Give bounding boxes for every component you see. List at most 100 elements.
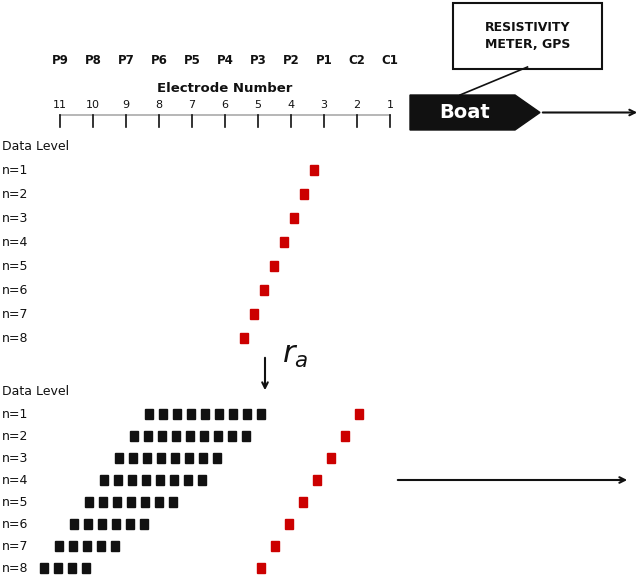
Bar bbox=[40, 563, 48, 573]
Text: n=7: n=7 bbox=[2, 307, 29, 321]
Text: 4: 4 bbox=[287, 100, 294, 110]
Bar bbox=[140, 519, 148, 529]
Bar bbox=[68, 563, 76, 573]
Bar bbox=[184, 475, 192, 485]
Text: C2: C2 bbox=[349, 54, 365, 67]
Bar bbox=[126, 519, 134, 529]
Bar bbox=[85, 497, 93, 507]
Text: P1: P1 bbox=[316, 54, 332, 67]
Bar bbox=[341, 431, 349, 441]
Text: RESISTIVITY
METER, GPS: RESISTIVITY METER, GPS bbox=[484, 21, 570, 51]
Text: 9: 9 bbox=[122, 100, 129, 110]
Text: n=3: n=3 bbox=[2, 211, 28, 224]
Text: P2: P2 bbox=[283, 54, 300, 67]
Text: P8: P8 bbox=[84, 54, 101, 67]
Text: P6: P6 bbox=[150, 54, 168, 67]
Text: n=8: n=8 bbox=[2, 561, 29, 575]
Bar bbox=[170, 475, 178, 485]
Bar bbox=[97, 541, 105, 551]
Text: n=2: n=2 bbox=[2, 188, 28, 200]
Text: n=6: n=6 bbox=[2, 284, 28, 296]
Text: 2: 2 bbox=[353, 100, 360, 110]
Bar bbox=[313, 475, 321, 485]
Bar bbox=[127, 497, 135, 507]
Bar bbox=[142, 475, 150, 485]
Text: 6: 6 bbox=[221, 100, 228, 110]
Bar bbox=[157, 453, 165, 463]
Bar bbox=[257, 409, 265, 419]
Bar bbox=[69, 541, 77, 551]
Bar bbox=[198, 475, 206, 485]
Text: n=1: n=1 bbox=[2, 407, 28, 421]
Bar bbox=[185, 453, 193, 463]
Bar bbox=[187, 409, 195, 419]
Bar bbox=[113, 497, 121, 507]
Bar bbox=[169, 497, 177, 507]
Text: Data Level: Data Level bbox=[2, 140, 69, 153]
Bar bbox=[215, 409, 223, 419]
Text: 1: 1 bbox=[387, 100, 394, 110]
Bar bbox=[290, 213, 298, 223]
Text: 3: 3 bbox=[321, 100, 328, 110]
Bar bbox=[143, 453, 151, 463]
Bar bbox=[300, 189, 308, 199]
Bar bbox=[200, 431, 208, 441]
Bar bbox=[159, 409, 167, 419]
Bar bbox=[84, 519, 92, 529]
Bar bbox=[82, 563, 90, 573]
Bar bbox=[310, 165, 318, 175]
Bar bbox=[141, 497, 149, 507]
Bar bbox=[144, 431, 152, 441]
Bar bbox=[112, 519, 120, 529]
Bar bbox=[98, 519, 106, 529]
Bar bbox=[327, 453, 335, 463]
Bar bbox=[100, 475, 108, 485]
Bar bbox=[186, 431, 194, 441]
Text: 10: 10 bbox=[86, 100, 100, 110]
Bar bbox=[213, 453, 221, 463]
Text: n=3: n=3 bbox=[2, 451, 28, 464]
Bar bbox=[285, 519, 293, 529]
Bar bbox=[229, 409, 237, 419]
Bar bbox=[228, 431, 236, 441]
Text: P5: P5 bbox=[184, 54, 200, 67]
Polygon shape bbox=[410, 95, 540, 130]
Bar bbox=[111, 541, 119, 551]
Text: n=4: n=4 bbox=[2, 474, 28, 486]
Text: 7: 7 bbox=[188, 100, 196, 110]
Bar bbox=[201, 409, 209, 419]
Bar bbox=[114, 475, 122, 485]
Bar bbox=[171, 453, 179, 463]
Bar bbox=[128, 475, 136, 485]
Text: Boat: Boat bbox=[440, 103, 490, 122]
FancyBboxPatch shape bbox=[453, 3, 602, 69]
Text: n=2: n=2 bbox=[2, 429, 28, 443]
Bar bbox=[115, 453, 123, 463]
Text: P3: P3 bbox=[250, 54, 266, 67]
Bar bbox=[172, 431, 180, 441]
Text: n=5: n=5 bbox=[2, 496, 29, 508]
Bar bbox=[270, 261, 278, 271]
Text: n=5: n=5 bbox=[2, 260, 29, 272]
Text: P7: P7 bbox=[118, 54, 134, 67]
Bar bbox=[299, 497, 307, 507]
Bar bbox=[257, 563, 265, 573]
Bar bbox=[250, 309, 258, 319]
Bar bbox=[129, 453, 137, 463]
Bar bbox=[54, 563, 62, 573]
Text: Electrode Number: Electrode Number bbox=[157, 82, 292, 95]
Bar bbox=[158, 431, 166, 441]
Bar bbox=[155, 497, 163, 507]
Text: Data Level: Data Level bbox=[2, 385, 69, 398]
Bar bbox=[199, 453, 207, 463]
Bar bbox=[55, 541, 63, 551]
Bar bbox=[260, 285, 268, 295]
Bar bbox=[355, 409, 363, 419]
Bar bbox=[145, 409, 153, 419]
Text: n=4: n=4 bbox=[2, 235, 28, 249]
Bar bbox=[99, 497, 107, 507]
Bar bbox=[271, 541, 279, 551]
Text: C1: C1 bbox=[381, 54, 399, 67]
Text: 11: 11 bbox=[53, 100, 67, 110]
Bar bbox=[173, 409, 181, 419]
